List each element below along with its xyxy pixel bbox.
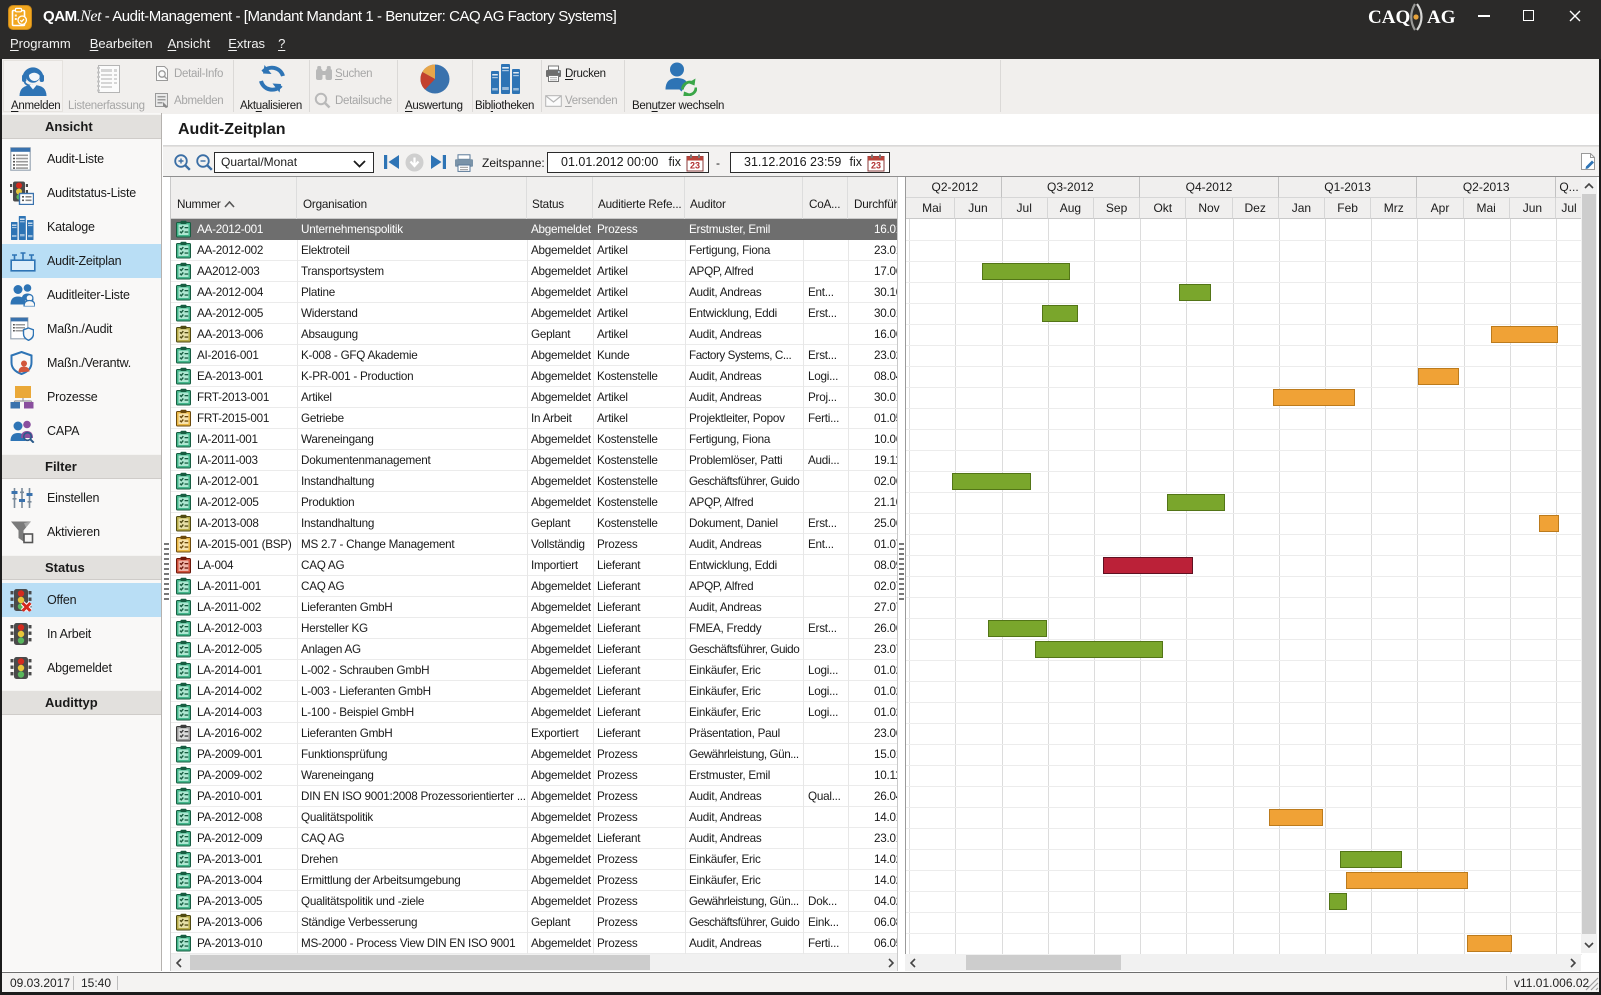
svg-text:23: 23 bbox=[871, 161, 881, 171]
svg-text:23: 23 bbox=[690, 161, 700, 171]
svg-text:AG: AG bbox=[1427, 7, 1456, 28]
svg-text:CAQ: CAQ bbox=[1368, 7, 1410, 28]
